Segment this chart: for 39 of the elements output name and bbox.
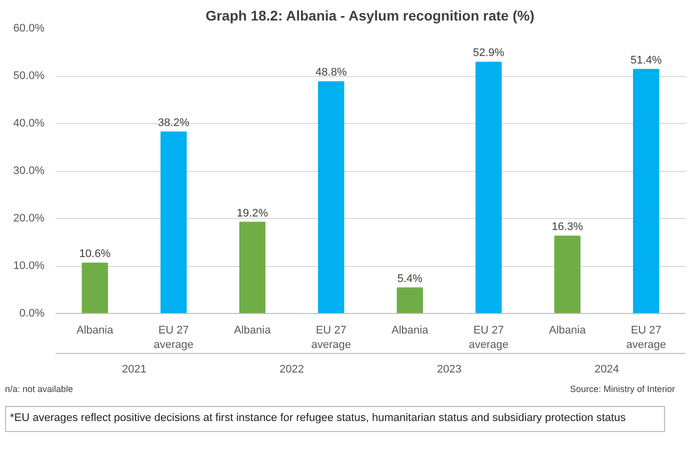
series-label: Albania [76,324,114,336]
y-tick-label: 30.0% [13,165,45,177]
text: Albania [392,324,428,336]
bar [396,287,423,314]
x-tick-label: 2021 [122,364,146,376]
chart-title: Graph 18.2: Albania - Asylum recognition rate (%) [206,8,534,24]
text: EU 27 average [154,324,194,351]
y-tick-label: 40.0% [13,118,45,130]
y-tick-label: 60.0% [13,22,45,34]
data-label: 38.2% [158,117,190,130]
bar [82,262,108,314]
bar [633,68,660,314]
text: EU 27 average [626,324,666,351]
text: Albania [234,324,271,336]
text: Albania [549,324,586,336]
source-note: Source: Ministry of Interior [570,383,675,396]
text: EU 27 average [468,324,509,351]
data-label: 5.4% [397,272,423,285]
x-tick-label: 2024 [594,364,619,376]
x-tick-label: 2022 [280,364,304,376]
data-label: 16.3% [552,221,584,234]
bar [160,132,187,314]
y-tick-label: 0.0% [19,308,45,320]
bar [554,236,580,314]
text: n/a: not available [5,383,74,396]
bar [476,62,502,314]
data-label: 19.2% [236,207,268,220]
bar [239,222,266,314]
bar [318,81,344,314]
text: *EU averages reflect positive decisions at first instance for refugee status, humanitarian status and subsidiary protection status [5,406,665,432]
y-tick-label: 50.0% [13,70,45,82]
x-tick-label: 2023 [437,364,462,376]
data-label: 48.8% [316,66,347,79]
data-label: 52.9% [473,47,504,60]
y-tick-label: 20.0% [13,212,45,224]
y-tick-label: 10.0% [13,260,45,272]
data-label: 51.4% [630,54,662,66]
series-label: EU 27 average [311,324,352,351]
data-label: 10.6% [79,248,111,260]
